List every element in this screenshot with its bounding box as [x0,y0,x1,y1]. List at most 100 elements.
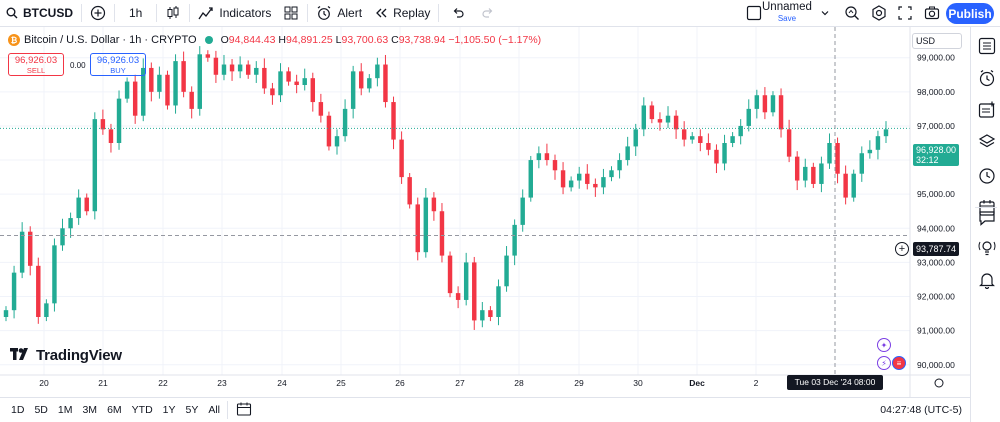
candle-body [431,197,437,212]
alert-label: Alert [337,6,363,20]
compare-symbol-button[interactable] [84,0,112,27]
layout-menu-button[interactable] [814,0,836,27]
range-1m[interactable]: 1M [57,404,73,416]
snapshot-button[interactable] [918,0,946,27]
candle-body [3,310,9,317]
last-price-label: 96,928.00 32:12 [913,144,959,166]
candle-body [657,119,663,123]
candle-body [245,64,251,75]
tradingview-logo[interactable]: TradingView [10,347,122,364]
candle-body [342,108,348,137]
indicators-label: Indicators [219,6,272,20]
ohlc-values: O94,844.43 H94,891.25 L93,700.63 C93,738… [221,34,542,46]
time-tick-label: 30 [633,378,643,388]
open-label: O [220,34,229,46]
publish-button[interactable]: Publish [946,3,994,24]
ideas-button[interactable] [977,239,997,259]
candle-body [754,95,760,109]
notifications-button[interactable] [977,271,997,291]
lightbulb-broadcast-icon [977,239,997,260]
candle-body [447,255,453,294]
candle-body [819,163,824,184]
sell-button[interactable]: 96,926.03 SELL [8,53,64,76]
time-tick-label: 23 [217,378,227,388]
candle-body [536,153,542,161]
clock-icon [978,69,996,90]
time-tick-label: 24 [277,378,287,388]
event-lightning-icon[interactable]: ⚡ [877,356,891,370]
watchlist-button[interactable] [977,37,997,57]
candle-body [730,136,735,143]
range-1y[interactable]: 1Y [162,404,176,416]
bell-icon [978,271,996,292]
candle-body [794,156,800,181]
layers-button[interactable] [977,133,997,153]
fullscreen-button[interactable] [892,0,918,27]
go-to-date-button[interactable] [230,402,258,419]
price-tick-label: 91,000.00 [917,326,955,336]
target-clock-icon [978,167,996,188]
range-1d[interactable]: 1D [11,404,25,416]
alerts-panel-button[interactable] [977,69,997,89]
candle-body [552,160,558,171]
candle-body [472,262,477,321]
replay-button[interactable]: Replay [368,0,436,27]
layout-checkbox[interactable] [740,0,768,27]
candle-body [221,64,227,75]
range-5y[interactable]: 5Y [185,404,199,416]
buy-button[interactable]: 96,926.03 BUY [90,53,146,76]
price-tick-label: 92,000.00 [917,292,955,302]
timezone-clock[interactable]: 04:27:48 (UTC-5) [880,404,962,416]
interval-button[interactable]: 1h [129,6,143,20]
candle-body [835,143,840,174]
calendar-button[interactable] [977,199,997,219]
candle-body [375,64,380,79]
range-5d[interactable]: 5D [34,404,48,416]
candle-body [181,61,186,92]
candle-body [455,293,461,300]
layout-name-button[interactable]: Unnamed Save [762,1,812,24]
settings-button[interactable] [865,0,893,27]
candle-body [673,115,679,130]
candle-body [52,245,57,304]
chart-pane[interactable]: 99,000.0098,000.0097,000.0096,000.0095,0… [0,27,970,397]
currency-selector[interactable]: USD [912,33,962,49]
candlestick-plot[interactable]: 99,000.0098,000.0097,000.0096,000.0095,0… [0,27,970,397]
series-title[interactable]: Bitcoin / U.S. Dollar · 1h · CRYPTO [24,34,197,46]
candle-body [60,228,65,246]
add-alert-button[interactable]: + [895,242,909,256]
candle-body [463,262,469,300]
sell-price: 96,926.03 [14,55,58,66]
range-6m[interactable]: 6M [107,404,122,416]
chart-type-button[interactable] [159,0,187,27]
list-icon [978,37,996,58]
alert-button[interactable]: Alert [310,0,368,27]
candle-body [44,303,49,317]
range-ytd[interactable]: YTD [131,404,153,416]
object-tree-button[interactable] [977,101,997,121]
price-tick-label: 95,000.00 [917,189,955,199]
range-all[interactable]: All [208,404,221,416]
event-star-icon[interactable]: ✦ [877,338,891,352]
chats-button[interactable] [977,209,997,229]
magnifier-icon [844,5,860,21]
templates-button[interactable] [277,0,305,27]
redo-button[interactable] [475,0,501,27]
candle-body [512,224,517,256]
quick-search-button[interactable] [838,0,866,27]
candle-body [568,180,574,188]
symbol-label: BTCUSD [23,6,73,20]
symbol-search-button[interactable]: BTCUSD [0,0,79,27]
hotlists-button[interactable] [977,167,997,187]
price-tick-label: 93,000.00 [917,257,955,267]
candle-body [399,139,404,178]
time-tick-label: 27 [455,378,465,388]
us-flag-icon[interactable]: ≡ [892,356,906,370]
candle-body [786,129,792,157]
undo-button[interactable] [441,0,475,27]
open-value: 94,844.43 [228,34,276,46]
range-3m[interactable]: 3M [82,404,98,416]
candle-body [706,143,711,150]
indicators-button[interactable]: Indicators [192,0,277,27]
price-tick-label: 90,000.00 [917,360,955,370]
